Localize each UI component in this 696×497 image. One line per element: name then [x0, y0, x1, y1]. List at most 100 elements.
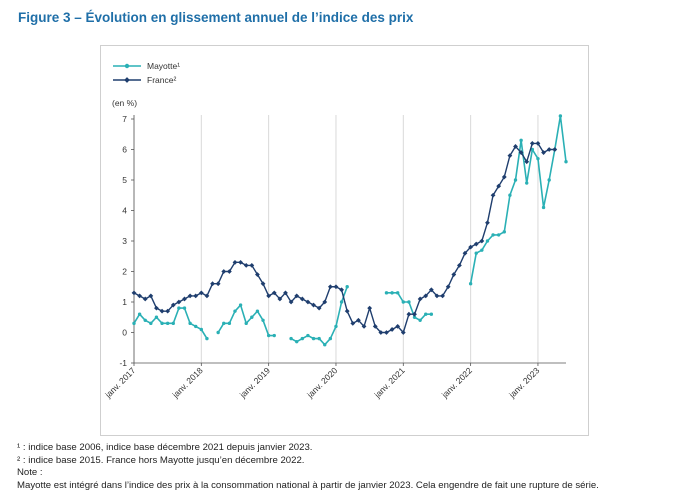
- data-point: [143, 318, 147, 322]
- data-point: [480, 248, 484, 252]
- legend-marker: [124, 77, 130, 83]
- data-point: [525, 181, 529, 185]
- data-point: [222, 321, 226, 326]
- note-text: Mayotte est intégré dans l’indice des pr…: [17, 479, 599, 491]
- y-tick-label: 5: [122, 175, 127, 185]
- data-point: [384, 291, 389, 295]
- footnote-1: ¹ : indice base 2006, indice base décemb…: [17, 442, 313, 453]
- data-point: [328, 336, 333, 341]
- data-point: [266, 333, 271, 338]
- data-point: [205, 336, 209, 341]
- data-point: [199, 327, 204, 332]
- y-tick-label: 1: [122, 297, 127, 307]
- y-unit-label: (en %): [112, 98, 137, 108]
- data-point: [272, 333, 276, 338]
- data-point: [513, 178, 518, 182]
- y-tick-label: -1: [119, 358, 127, 368]
- data-point: [149, 321, 153, 326]
- data-point: [367, 305, 373, 311]
- data-point: [317, 336, 321, 341]
- data-point: [406, 311, 412, 317]
- note-heading: Note :: [17, 467, 43, 479]
- y-tick-label: 0: [122, 328, 127, 338]
- data-point: [445, 284, 451, 290]
- data-point: [305, 299, 311, 305]
- data-point: [160, 321, 164, 326]
- data-point: [496, 233, 501, 237]
- data-point: [215, 281, 221, 287]
- data-point: [485, 239, 490, 243]
- data-point: [412, 315, 417, 319]
- data-point: [154, 315, 159, 319]
- data-point: [333, 284, 339, 290]
- data-point: [468, 244, 474, 250]
- series-mayotte: [132, 114, 568, 347]
- data-point: [395, 291, 400, 295]
- data-point: [491, 233, 495, 237]
- x-tick-label: janv. 2017: [102, 365, 137, 400]
- data-point: [345, 285, 349, 289]
- data-point: [564, 160, 568, 164]
- data-point: [327, 284, 333, 290]
- data-point: [132, 321, 136, 326]
- data-point: [536, 156, 540, 161]
- data-point: [462, 250, 468, 256]
- line-chart: -1 0 1 2 3 4 5 6 7 janv. 2017 janv. 2018 janv. 2019…: [102, 61, 568, 400]
- data-point: [378, 330, 384, 335]
- data-point: [339, 300, 344, 304]
- data-point: [344, 308, 350, 314]
- y-tick-label: 4: [122, 206, 127, 216]
- data-point: [300, 336, 305, 341]
- data-point: [193, 293, 199, 299]
- data-point: [547, 178, 551, 182]
- chart-series: [131, 114, 568, 347]
- data-point: [289, 336, 293, 341]
- data-point: [519, 138, 523, 143]
- y-tick-label: 7: [122, 114, 127, 124]
- legend-label: France²: [147, 75, 176, 85]
- data-point: [204, 293, 210, 299]
- data-point: [250, 315, 254, 319]
- chart-legend: Mayotte¹ France²: [113, 61, 180, 85]
- data-point: [148, 293, 154, 299]
- data-point: [401, 300, 405, 304]
- x-tick-label: janv. 2021: [372, 365, 407, 400]
- x-tick-label: janv. 2018: [170, 365, 205, 400]
- x-tick-label: janv. 2023: [506, 365, 541, 400]
- data-point: [407, 300, 411, 304]
- data-point: [165, 308, 171, 314]
- data-point: [513, 144, 518, 149]
- footnote-2: ² : indice base 2015. France hors Mayott…: [17, 454, 305, 466]
- data-point: [350, 320, 356, 326]
- data-point: [216, 330, 220, 335]
- data-point: [233, 309, 237, 313]
- data-point: [165, 321, 170, 326]
- data-point: [390, 291, 394, 295]
- data-point: [418, 318, 422, 322]
- data-point: [529, 140, 535, 146]
- data-point: [323, 343, 327, 347]
- data-point: [295, 339, 299, 344]
- data-point: [429, 312, 434, 316]
- data-point: [468, 282, 473, 286]
- legend-label: Mayotte¹: [147, 61, 180, 71]
- data-point: [194, 324, 198, 329]
- data-point: [473, 241, 479, 247]
- data-point: [188, 321, 192, 326]
- y-tick-label: 3: [122, 236, 127, 246]
- data-point: [485, 220, 490, 226]
- data-point: [502, 230, 506, 234]
- chart-axes: -1 0 1 2 3 4 5 6 7 janv. 2017 janv. 2018 janv. 2019…: [102, 114, 566, 400]
- data-point: [400, 330, 406, 335]
- series-france: [131, 140, 558, 335]
- data-point: [137, 312, 142, 316]
- series-line: [133, 115, 567, 346]
- data-point: [244, 321, 248, 326]
- data-point: [177, 306, 181, 310]
- data-point: [221, 269, 227, 274]
- data-point: [187, 293, 193, 299]
- data-point: [137, 293, 143, 299]
- data-point: [283, 290, 288, 296]
- data-point: [490, 192, 496, 198]
- series-line: [133, 142, 555, 334]
